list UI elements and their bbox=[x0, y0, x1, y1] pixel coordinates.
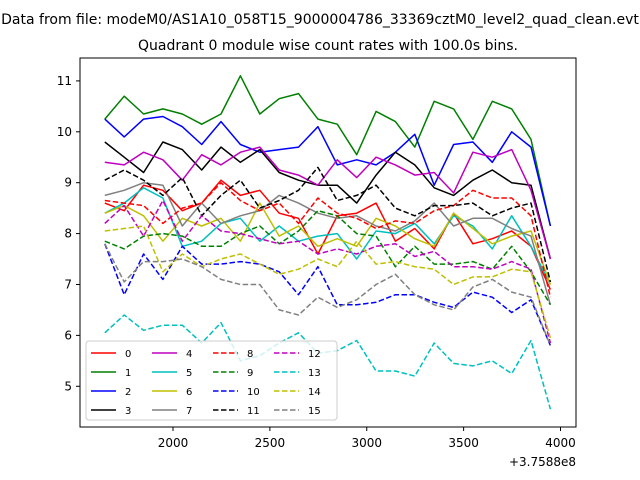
x-tick-label: 4000 bbox=[545, 436, 576, 450]
legend-label-6: 6 bbox=[186, 387, 192, 398]
series-line-15 bbox=[104, 243, 552, 346]
legend-label-5: 5 bbox=[186, 368, 192, 379]
legend-label-4: 4 bbox=[186, 349, 192, 360]
x-tick-label: 2500 bbox=[255, 436, 286, 450]
series-line-7 bbox=[104, 181, 552, 306]
series-line-6 bbox=[104, 202, 552, 285]
series-line-11 bbox=[104, 166, 552, 283]
series-line-4 bbox=[104, 146, 552, 260]
series-line-12 bbox=[104, 199, 552, 344]
series-line-14 bbox=[104, 225, 552, 339]
legend-label-10: 10 bbox=[247, 387, 260, 398]
chart-suptitle: Data from file: modeM0/AS1A10_058T15_900… bbox=[1, 12, 639, 28]
legend-label-11: 11 bbox=[247, 406, 260, 417]
legend-label-9: 9 bbox=[247, 368, 253, 379]
legend-label-13: 13 bbox=[308, 368, 321, 379]
legend-label-7: 7 bbox=[186, 406, 192, 417]
y-tick-label: 9 bbox=[64, 176, 72, 190]
x-tick-label: 3500 bbox=[448, 436, 479, 450]
series-line-10 bbox=[104, 243, 552, 346]
legend-label-2: 2 bbox=[125, 387, 131, 398]
y-tick-label: 8 bbox=[64, 227, 72, 241]
y-tick-label: 5 bbox=[64, 379, 72, 393]
y-tick-label: 6 bbox=[64, 328, 72, 342]
series-line-1 bbox=[104, 75, 552, 227]
legend-box bbox=[85, 340, 338, 421]
chart-title: Quadrant 0 module wise count rates with … bbox=[138, 38, 518, 54]
x-axis: 2000 2500 3000 3500 4000 bbox=[158, 427, 576, 450]
series-line-5 bbox=[104, 187, 552, 285]
series-line-9 bbox=[104, 209, 552, 306]
y-tick-label: 10 bbox=[57, 125, 72, 139]
y-axis: 5 6 7 8 9 10 11 bbox=[57, 74, 80, 393]
y-tick-label: 11 bbox=[57, 74, 72, 88]
legend-label-15: 15 bbox=[308, 406, 321, 417]
legend-label-1: 1 bbox=[125, 368, 131, 379]
legend-label-0: 0 bbox=[125, 349, 131, 360]
plot-frame bbox=[79, 57, 577, 428]
legend-label-12: 12 bbox=[308, 349, 321, 360]
legend-label-3: 3 bbox=[125, 406, 131, 417]
x-tick-label: 2000 bbox=[158, 436, 189, 450]
series-line-2 bbox=[104, 115, 552, 227]
x-offset-label: +3.7588e8 bbox=[509, 455, 576, 469]
x-tick-label: 3000 bbox=[351, 436, 382, 450]
y-tick-label: 7 bbox=[64, 277, 72, 291]
legend-label-14: 14 bbox=[308, 387, 321, 398]
legend-label-8: 8 bbox=[247, 349, 253, 360]
series-layer bbox=[104, 75, 552, 410]
